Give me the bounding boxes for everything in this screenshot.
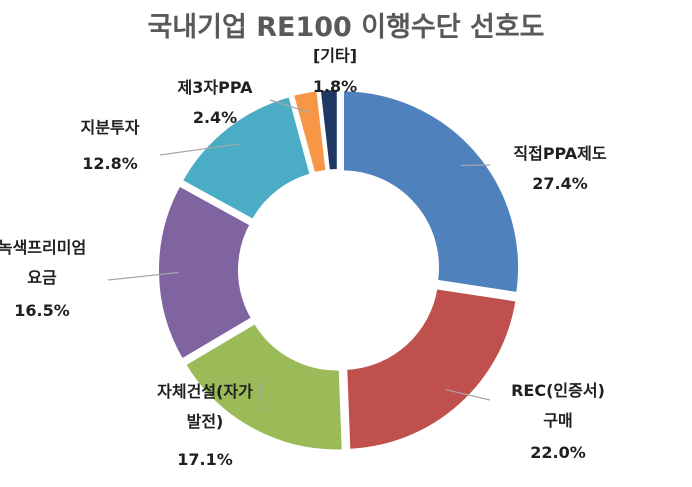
leader-line xyxy=(107,271,179,281)
donut-slice xyxy=(340,87,522,297)
donut-slice xyxy=(155,181,256,364)
slice-value-label: 12.8% xyxy=(82,154,138,173)
leader-line xyxy=(259,381,263,411)
donut-slice xyxy=(316,86,341,174)
leader-line xyxy=(445,389,491,401)
leader-line xyxy=(159,143,240,156)
slice-value-label: 22.0% xyxy=(530,443,586,462)
slice-label: 지분투자 xyxy=(81,118,140,137)
slice-value-label: 1.8% xyxy=(313,77,357,96)
chart-title: 국내기업 RE100 이행수단 선호도 xyxy=(147,12,544,43)
slice-label: 직접PPA제도 xyxy=(513,144,607,163)
slice-label: 제3자PPA xyxy=(178,78,254,97)
slice-value-label: 16.5% xyxy=(14,301,70,320)
leader-lines-group xyxy=(107,99,491,411)
donut-slice xyxy=(343,284,520,453)
slice-value-label: 27.4% xyxy=(532,174,588,193)
slice-label: REC(인증서) xyxy=(511,381,605,400)
slice-label: 구매 xyxy=(543,411,572,430)
slice-label: 자체건설(자가 xyxy=(157,382,253,401)
slice-value-label: 17.1% xyxy=(177,450,233,469)
donut-slice xyxy=(181,319,346,454)
slice-label: [기타] xyxy=(313,46,357,65)
slices-group xyxy=(155,86,522,454)
slice-label: 요금 xyxy=(27,268,57,287)
leader-line xyxy=(269,99,310,113)
slice-label: 발전) xyxy=(187,412,224,431)
slice-value-label: 2.4% xyxy=(193,108,237,127)
slice-label: 녹색프리미엄 xyxy=(0,238,86,257)
